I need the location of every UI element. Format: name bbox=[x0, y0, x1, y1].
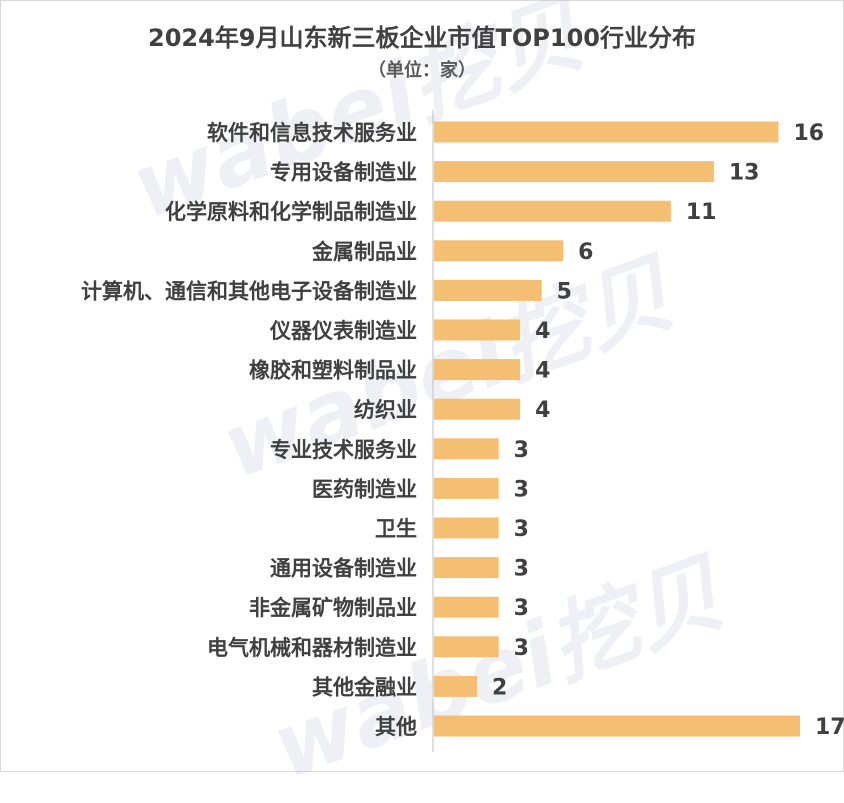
data-label: 2 bbox=[492, 675, 507, 700]
bar bbox=[434, 438, 499, 460]
category-label: 计算机、通信和其他电子设备制造业 bbox=[81, 279, 417, 303]
data-label: 11 bbox=[686, 200, 717, 225]
bar bbox=[434, 161, 714, 183]
bar bbox=[434, 359, 521, 381]
category-label: 仪器仪表制造业 bbox=[269, 319, 417, 343]
data-label: 17 bbox=[815, 715, 844, 740]
data-label: 4 bbox=[535, 398, 550, 423]
bar bbox=[434, 517, 499, 539]
data-label: 4 bbox=[535, 319, 550, 344]
chart-title: 2024年9月山东新三板企业市值TOP100行业分布 bbox=[148, 24, 696, 52]
bar bbox=[434, 715, 800, 737]
bar bbox=[434, 636, 499, 658]
data-label: 5 bbox=[557, 279, 572, 304]
data-label: 3 bbox=[514, 477, 529, 502]
data-label: 3 bbox=[514, 596, 529, 621]
data-label: 3 bbox=[514, 438, 529, 463]
bar bbox=[434, 121, 779, 143]
data-label: 4 bbox=[535, 359, 550, 384]
category-label: 软件和信息技术服务业 bbox=[207, 121, 417, 145]
data-label: 3 bbox=[514, 636, 529, 661]
category-label: 医药制造业 bbox=[312, 477, 417, 501]
category-label: 专用设备制造业 bbox=[270, 161, 417, 185]
data-label: 3 bbox=[514, 557, 529, 582]
bar bbox=[434, 596, 499, 618]
category-label: 橡胶和塑料制品业 bbox=[249, 359, 417, 383]
category-label: 其他 bbox=[375, 715, 417, 739]
category-label: 金属制品业 bbox=[311, 240, 417, 264]
bar bbox=[434, 477, 499, 499]
category-label: 电气机械和器材制造业 bbox=[207, 636, 417, 660]
bar bbox=[434, 398, 521, 420]
chart-subtitle: （单位：家） bbox=[368, 60, 476, 81]
data-label: 3 bbox=[514, 517, 529, 542]
bar bbox=[434, 279, 542, 301]
category-label: 通用设备制造业 bbox=[270, 557, 417, 581]
bar bbox=[434, 557, 499, 579]
data-label: 13 bbox=[729, 161, 760, 186]
data-label: 6 bbox=[578, 240, 593, 265]
category-label: 卫生 bbox=[375, 517, 417, 541]
category-label: 其他金融业 bbox=[312, 675, 417, 699]
data-label: 16 bbox=[793, 121, 824, 146]
bar-chart: 软件和信息技术服务业 16 专用设备制造业 13 化学原料和化学制品制造业 11 金属制品业… bbox=[81, 110, 844, 752]
category-label: 纺织业 bbox=[354, 398, 417, 422]
category-label: 化学原料和化学制品制造业 bbox=[165, 200, 417, 224]
category-label: 非金属矿物制品业 bbox=[249, 596, 417, 620]
bar bbox=[434, 675, 478, 697]
bar bbox=[434, 200, 671, 222]
bar bbox=[434, 240, 564, 262]
bar bbox=[434, 319, 521, 341]
category-label: 专业技术服务业 bbox=[270, 438, 417, 462]
